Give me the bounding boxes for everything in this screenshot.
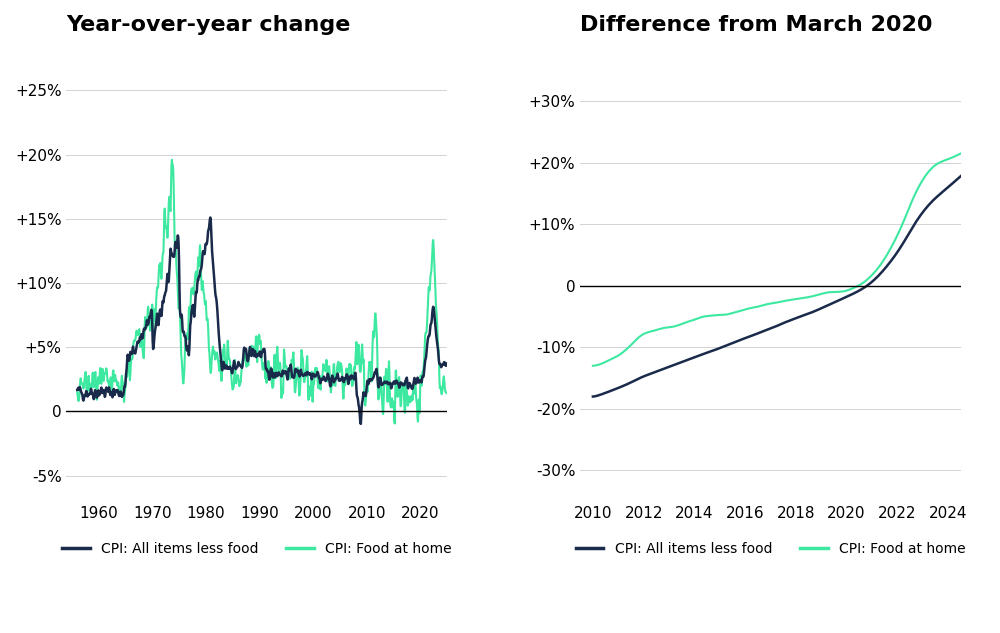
Text: Year-over-year change: Year-over-year change	[66, 15, 351, 35]
Text: Difference from March 2020: Difference from March 2020	[580, 15, 933, 35]
Legend: CPI: All items less food, CPI: Food at home: CPI: All items less food, CPI: Food at h…	[570, 537, 971, 561]
Legend: CPI: All items less food, CPI: Food at home: CPI: All items less food, CPI: Food at h…	[56, 537, 457, 561]
